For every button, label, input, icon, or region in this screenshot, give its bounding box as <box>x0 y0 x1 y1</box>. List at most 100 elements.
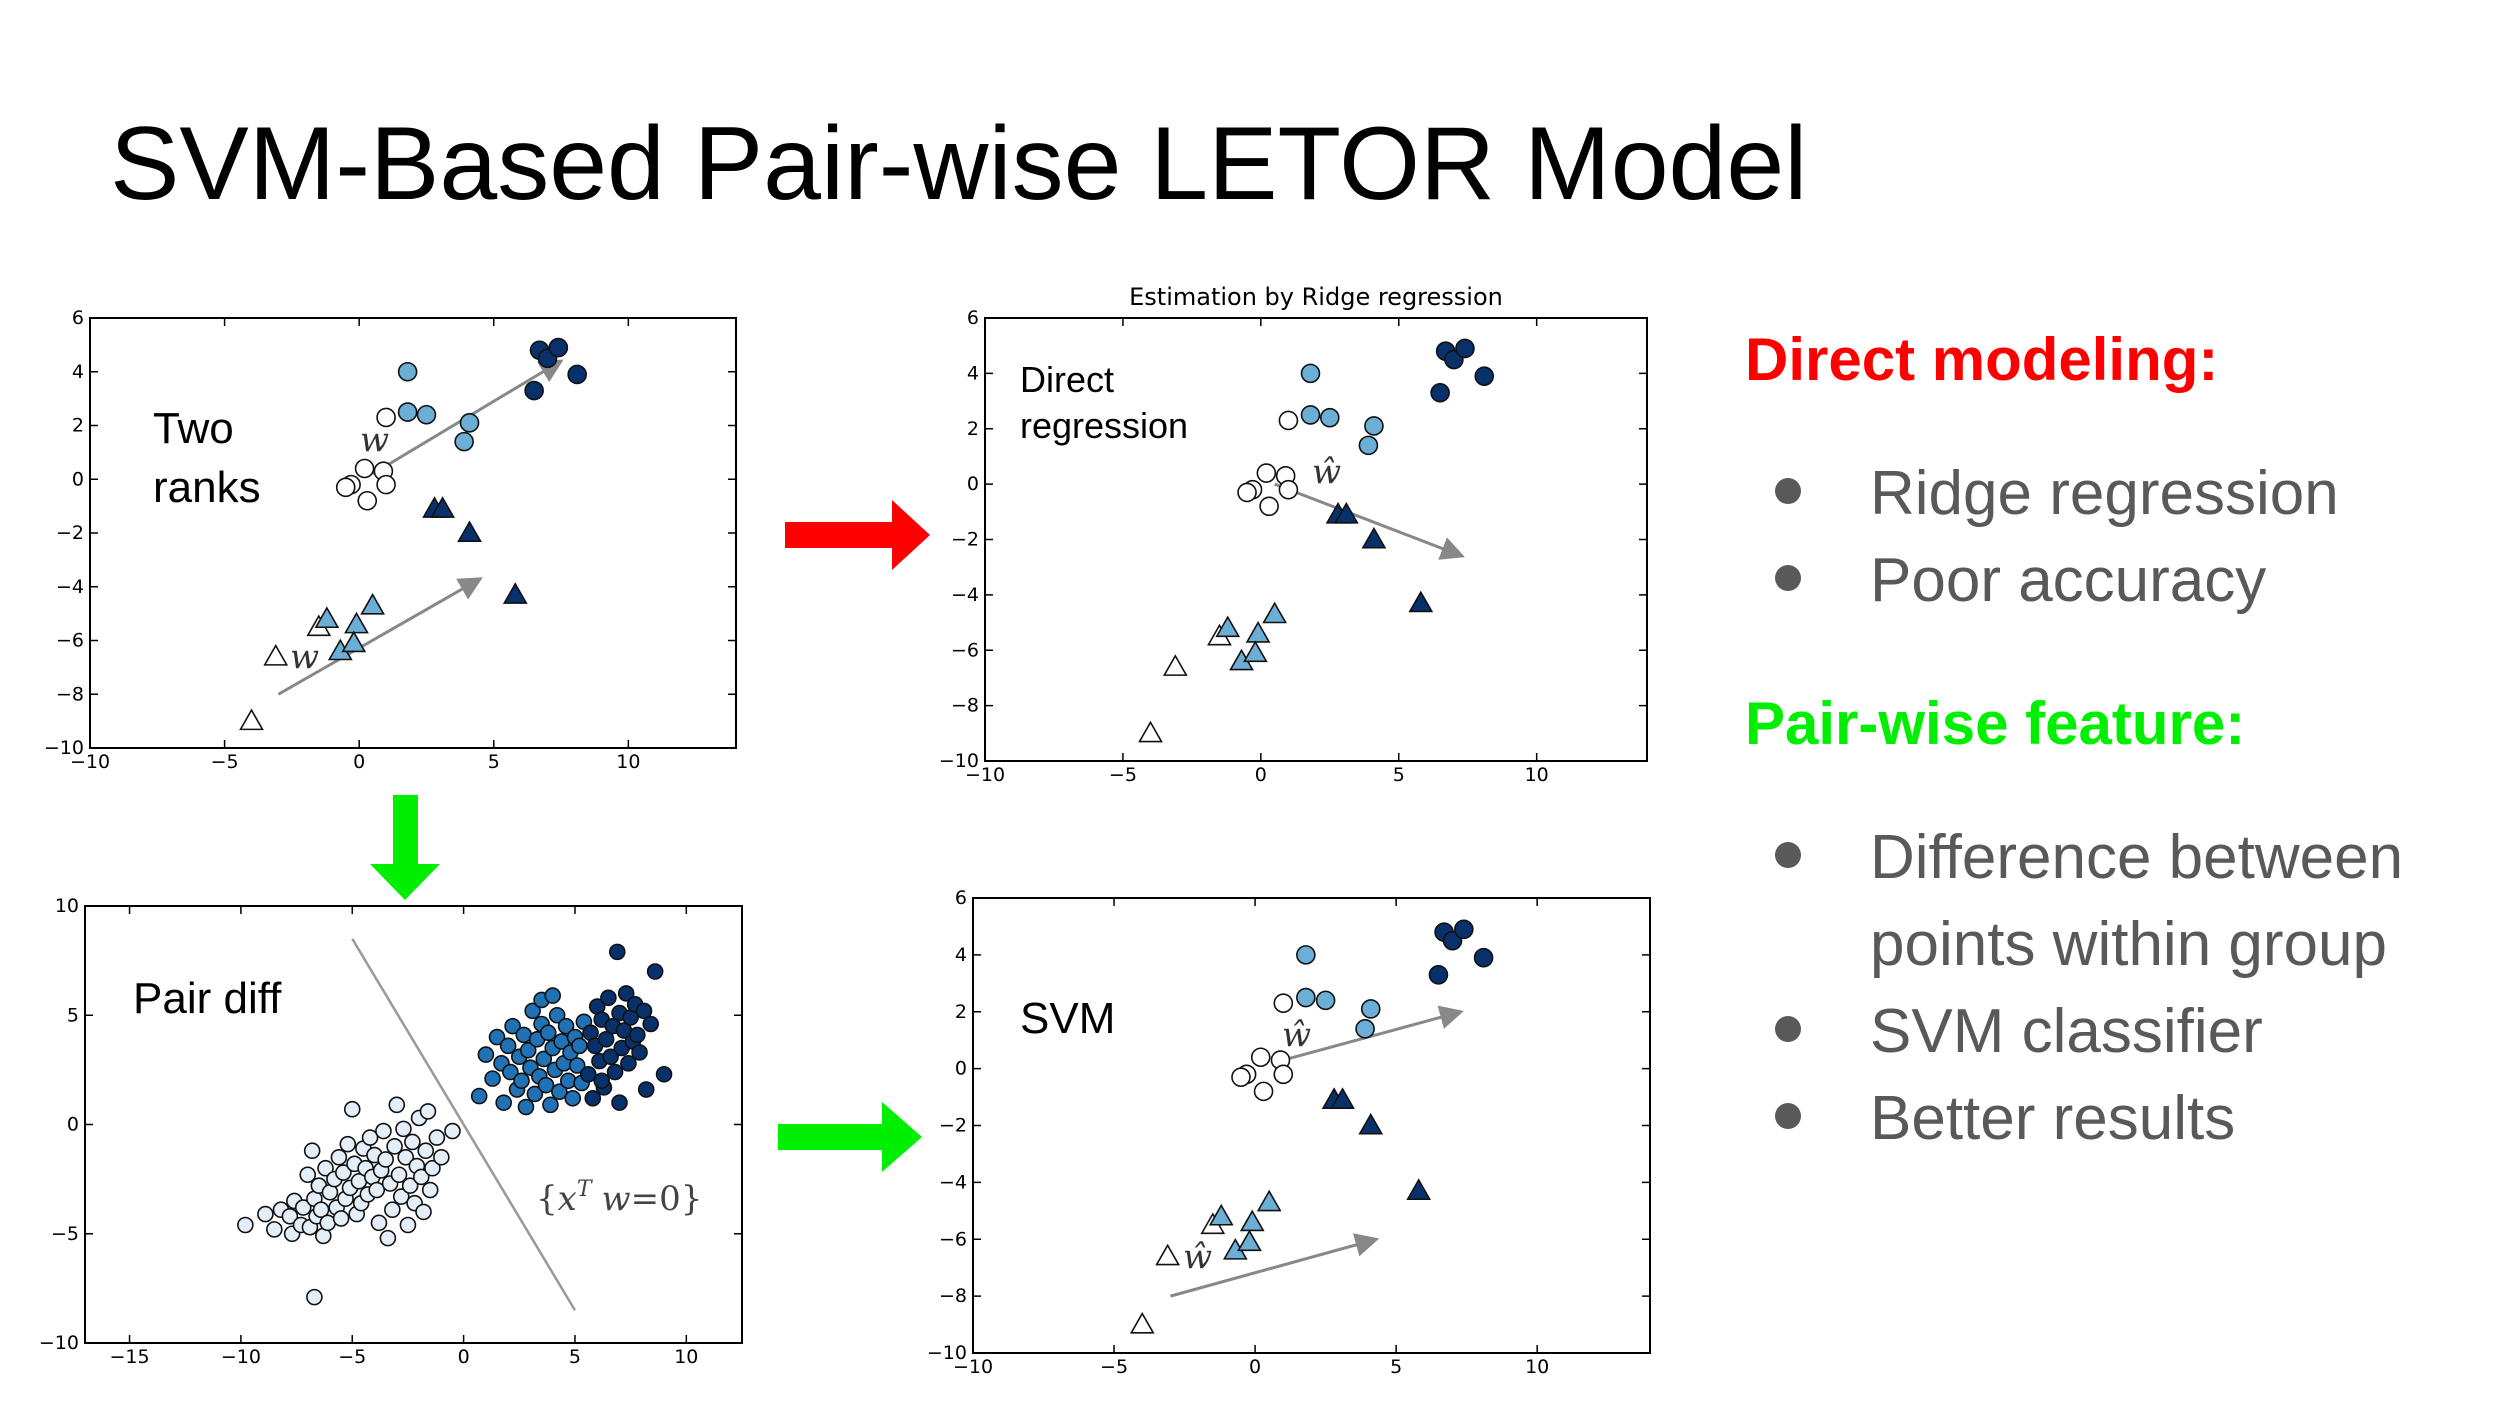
scatter-point <box>1208 1203 1234 1226</box>
y-tick-label: 4 <box>72 361 84 383</box>
scatter-point <box>631 1044 648 1061</box>
weight-vector-arrow <box>1170 1233 1380 1298</box>
scatter-point <box>564 1089 582 1107</box>
diagram-figure: −10 −5 0 5 10 −10 −8 −6 −4 −2 0 2 4 6 Two ranks w w E… <box>39 283 1651 1378</box>
bullet-text: Better results <box>1870 1084 2236 1153</box>
y-tick-label: −2 <box>951 529 979 551</box>
scatter-point <box>392 1188 410 1205</box>
y-tick-label: −8 <box>939 1285 967 1307</box>
x-tick-label: 10 <box>616 751 640 773</box>
pair-wise-feature-heading: Pair-wise feature: <box>1745 690 2246 757</box>
scatter-point <box>567 364 587 385</box>
scatter-point <box>470 1087 488 1105</box>
scatter-point <box>637 1081 655 1098</box>
y-tick-label: −6 <box>939 1228 967 1250</box>
scatter-point <box>386 1138 403 1155</box>
y-tick-label: 5 <box>67 1004 79 1026</box>
scatter-point <box>1262 601 1288 624</box>
scatter-point <box>375 1122 392 1140</box>
scatter-point <box>611 1094 628 1111</box>
scatter-point <box>430 496 455 518</box>
scatter-point <box>1256 463 1277 483</box>
scatter-point <box>484 1070 501 1087</box>
x-tick-label: 0 <box>1255 764 1267 786</box>
y-tick-label: −2 <box>56 522 84 544</box>
x-tick-label: 0 <box>458 1346 470 1368</box>
y-tick-label: −10 <box>44 737 84 759</box>
plot-frame <box>984 317 1648 762</box>
x-tick-label: 5 <box>569 1346 581 1368</box>
scatter-point <box>1253 1081 1274 1102</box>
scatter-point <box>339 1135 357 1153</box>
scatter-point <box>294 1199 312 1216</box>
x-tick-label: 10 <box>674 1346 698 1368</box>
scatter-point <box>379 1229 397 1247</box>
scatter-point <box>1358 435 1379 456</box>
y-tick-label: 2 <box>967 418 979 440</box>
scatter-point <box>303 1142 321 1160</box>
scatter-point <box>416 404 437 425</box>
scatter-point <box>1333 501 1359 524</box>
scatter-point <box>1430 382 1450 403</box>
x-tick-label: 5 <box>1393 764 1405 786</box>
scatter-point <box>1237 1229 1262 1252</box>
scatter-point <box>646 963 664 980</box>
direct-modeling-list: Ridge regression Poor accuracy <box>1745 450 2485 624</box>
scatter-point <box>1250 1047 1271 1068</box>
scatter-point <box>412 1168 430 1186</box>
weight-vector-arrow <box>1274 482 1465 560</box>
list-item: Ridge regression <box>1745 450 2485 537</box>
ridge-label-line1: Direct <box>1020 359 1114 400</box>
scatter-point <box>524 380 544 401</box>
scatter-point <box>1300 405 1321 425</box>
scatter-point <box>551 1083 568 1101</box>
scatter-point <box>548 1006 566 1024</box>
scatter-point <box>617 985 635 1002</box>
scatter-point <box>404 1133 421 1151</box>
scatter-point <box>1455 338 1475 359</box>
scatter-point <box>368 1181 386 1199</box>
bullet-text: Poor accuracy <box>1870 546 2267 615</box>
plot-frame <box>89 317 737 749</box>
svm-weight-label-upper: ŵ <box>1282 1015 1311 1055</box>
y-tick-label: 0 <box>67 1114 79 1136</box>
scatter-point <box>1259 496 1279 517</box>
scatter-point <box>433 1148 450 1166</box>
x-tick-label: −5 <box>1100 1356 1128 1378</box>
decision-boundary-line <box>351 938 577 1311</box>
y-tick-label: 4 <box>955 944 967 966</box>
y-tick-label: 0 <box>72 468 84 490</box>
x-tick-label: −10 <box>965 764 1005 786</box>
slide-title: SVM-Based Pair-wise LETOR Model <box>110 106 1808 222</box>
x-tick-label: −5 <box>1109 764 1137 786</box>
y-tick-label: −4 <box>56 576 84 598</box>
scatter-point <box>459 413 480 433</box>
scatter-point <box>635 1002 653 1020</box>
bullet-text: Difference between points within group <box>1870 823 2404 979</box>
y-tick-label: −10 <box>939 750 979 772</box>
x-tick-label: −10 <box>70 751 110 773</box>
scatter-point <box>535 1050 553 1068</box>
x-tick-label: −5 <box>211 751 239 773</box>
scatter-point <box>1273 993 1294 1014</box>
scatter-point <box>377 1151 394 1168</box>
pair-diff-label: Pair diff <box>133 974 282 1023</box>
pair-wise-feature-list: Difference between points within group S… <box>1745 814 2485 1162</box>
two-ranks-weight-label-lower: w <box>290 637 319 677</box>
scatter-point <box>542 1096 559 1114</box>
scatter-point <box>361 1129 379 1146</box>
x-tick-label: −10 <box>221 1346 261 1368</box>
side-notes: Direct modeling: Ridge regression Poor a… <box>1745 330 2485 1162</box>
scatter-point <box>1237 482 1257 503</box>
scatter-point <box>1215 615 1241 638</box>
ridge-plot-title: Estimation by Ridge regression <box>1129 283 1503 311</box>
y-tick-label: −10 <box>39 1332 79 1354</box>
scatter-point <box>397 361 418 382</box>
scatter-point <box>341 630 367 653</box>
scatter-point <box>388 1096 406 1114</box>
scatter-point <box>384 1201 401 1219</box>
scatter-point <box>1315 990 1336 1011</box>
scatter-point <box>1454 919 1474 940</box>
scatter-point <box>537 1076 555 1094</box>
scatter-point <box>502 1063 519 1081</box>
